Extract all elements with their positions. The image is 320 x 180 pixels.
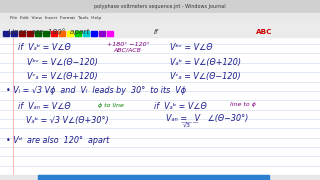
Text: ———: ——— xyxy=(181,120,200,125)
Text: line to ϕ: line to ϕ xyxy=(230,102,256,107)
Text: if  Vₐₙ = V∠Θ: if Vₐₙ = V∠Θ xyxy=(18,102,70,111)
Text: File  Edit  View  Insert  Format  Tools  Help: File Edit View Insert Format Tools Help xyxy=(10,15,101,20)
Text: Vₐₙ =   V   ∠(Θ−30°): Vₐₙ = V ∠(Θ−30°) xyxy=(166,114,249,123)
Bar xyxy=(27,31,33,36)
Bar xyxy=(75,31,81,36)
Bar xyxy=(107,31,113,36)
Bar xyxy=(0,13,320,22)
Bar xyxy=(51,31,57,36)
Text: if: if xyxy=(154,28,158,35)
Text: if  Vₐᵇ = V∠Θ: if Vₐᵇ = V∠Θ xyxy=(154,102,206,111)
Text: √3: √3 xyxy=(182,122,190,128)
Text: Lines  are  180°  apart: Lines are 180° apart xyxy=(8,28,89,35)
Text: Vₐᵇ = V∠(Θ+120): Vₐᵇ = V∠(Θ+120) xyxy=(170,58,241,67)
Text: Vᵇᶜ = V∠(Θ−120): Vᵇᶜ = V∠(Θ−120) xyxy=(27,58,98,67)
Bar xyxy=(91,31,97,36)
Bar xyxy=(35,31,41,36)
Bar xyxy=(67,31,73,36)
Bar xyxy=(0,31,320,175)
Bar xyxy=(59,31,65,36)
Bar xyxy=(11,31,17,36)
Text: ABC/ACB: ABC/ACB xyxy=(114,48,141,53)
Text: • Vₗ = √3 Vϕ  and  Vₗ  leads by  30°  to its  Vϕ: • Vₗ = √3 Vϕ and Vₗ leads by 30° to its … xyxy=(6,86,186,95)
Text: Vᶜₐ = V∠(Θ+120): Vᶜₐ = V∠(Θ+120) xyxy=(27,72,98,81)
Text: • Vᵈ  are also  120°  apart: • Vᵈ are also 120° apart xyxy=(6,136,109,145)
Text: ϕ to line: ϕ to line xyxy=(98,103,124,108)
Text: ABC: ABC xyxy=(256,28,273,35)
Text: if  Vₐᵇ = V∠Θ: if Vₐᵇ = V∠Θ xyxy=(18,43,70,52)
Bar xyxy=(43,31,49,36)
Bar xyxy=(99,31,105,36)
Bar xyxy=(38,175,269,179)
Text: +180° −120°: +180° −120° xyxy=(107,42,150,47)
Bar xyxy=(0,0,320,13)
Bar xyxy=(3,31,9,36)
Bar xyxy=(0,175,320,180)
Text: Vₐᵇ = √3 V∠(Θ+30°): Vₐᵇ = √3 V∠(Θ+30°) xyxy=(26,116,108,125)
Bar xyxy=(83,31,89,36)
Text: Vᶜₐ = V∠(Θ−120): Vᶜₐ = V∠(Θ−120) xyxy=(170,72,240,81)
Bar xyxy=(0,22,320,37)
Text: Vᵇᶜ = V∠Θ: Vᵇᶜ = V∠Θ xyxy=(170,43,212,52)
Bar xyxy=(19,31,25,36)
Text: polyphase voltmeters sequence.jnt - Windows Journal: polyphase voltmeters sequence.jnt - Wind… xyxy=(94,4,226,9)
